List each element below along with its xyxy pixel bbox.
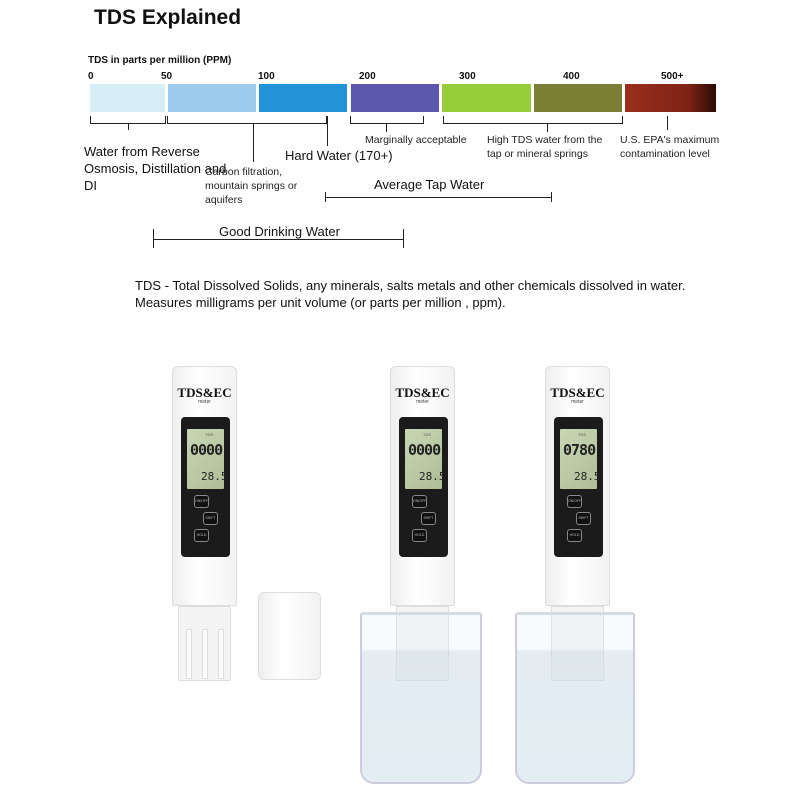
meter-brand: TDS&EC [550, 385, 605, 400]
bracket-carbon [167, 116, 327, 124]
power-button[interactable]: ON/OFF [567, 495, 582, 508]
tick-100: 100 [258, 71, 275, 82]
tick-300: 300 [459, 71, 476, 82]
hold-button[interactable]: HOLD [567, 529, 582, 542]
tick-50: 50 [161, 71, 173, 82]
bracket-marginal [350, 116, 424, 124]
bracket-average-tap [325, 192, 552, 202]
bracket-high-tds [443, 116, 623, 124]
water-glass-1 [360, 612, 482, 784]
temperature: 28.5 [574, 470, 601, 483]
tds-description: TDS - Total Dissolved Solids, any minera… [135, 277, 685, 311]
annotation-hard-water: Hard Water (170+) [285, 148, 393, 163]
annotation-ro: Water from Reverse Osmosis, Distillation… [84, 144, 227, 193]
page-title: TDS Explained [94, 6, 242, 29]
annotation-high-tds: High TDS water from the tap or mineral s… [487, 134, 603, 160]
water-glass-2 [515, 612, 635, 784]
meter-brand: TDS&EC [177, 385, 232, 400]
annotation-good-drinking: Good Drinking Water [219, 224, 340, 239]
hard-water-marker [327, 116, 329, 146]
epa-marker [667, 116, 669, 130]
shift-button[interactable]: SHIFT [576, 512, 591, 525]
reading: 0780 [563, 441, 596, 459]
lcd-display: TDS 0780 28.5 [560, 429, 601, 489]
description-line-1: TDS - Total Dissolved Solids, any minera… [135, 278, 686, 293]
shift-button[interactable]: SHIFT [421, 512, 436, 525]
hold-button[interactable]: HOLD [412, 529, 427, 542]
tds-meter-1: TDS&EC meter TDS 0000 28.5 ON/OFF SHIFT … [172, 366, 237, 606]
temperature: 28.5 [419, 470, 446, 483]
temperature: 28.5 [201, 470, 228, 483]
lcd-display: TDS 0000 28.5 [405, 429, 446, 489]
reading: 0000 [408, 441, 441, 459]
segment-100-200 [259, 84, 347, 112]
lcd-display: TDS 0000 28.5 [187, 429, 228, 489]
segment-500-plus [625, 84, 716, 112]
annotation-carbon: Carbon filtration, mountain springs or a… [205, 166, 298, 206]
hold-button[interactable]: HOLD [194, 529, 209, 542]
meter-1-probe [178, 606, 231, 681]
tick-0: 0 [88, 71, 94, 82]
shift-button[interactable]: SHIFT [203, 512, 218, 525]
segment-0-50 [90, 84, 165, 112]
description-line-2: Measures milligrams per unit volume (or … [135, 295, 506, 310]
tds-meter-3: TDS&EC meter TDS 0780 28.5 ON/OFF SHIFT … [545, 366, 610, 606]
tick-200: 200 [359, 71, 376, 82]
annotation-average-tap: Average Tap Water [374, 177, 485, 192]
tick-400: 400 [563, 71, 580, 82]
meter-subtitle: meter [416, 399, 429, 405]
segment-400-500 [534, 84, 622, 112]
annotation-epa: U.S. EPA's maximum contamination level [620, 134, 720, 160]
segment-200-300 [351, 84, 439, 112]
power-button[interactable]: ON/OFF [412, 495, 427, 508]
segment-50-100 [168, 84, 256, 112]
segment-300-400 [442, 84, 531, 112]
power-button[interactable]: ON/OFF [194, 495, 209, 508]
annotation-marginal: Marginally acceptable [365, 134, 467, 146]
tds-meter-2: TDS&EC meter TDS 0000 28.5 ON/OFF SHIFT … [390, 366, 455, 606]
meter-subtitle: meter [571, 399, 584, 405]
reading: 0000 [190, 441, 223, 459]
protective-cap [258, 592, 321, 680]
bracket-good-drinking [153, 229, 404, 248]
meter-brand: TDS&EC [395, 385, 450, 400]
meter-subtitle: meter [198, 399, 211, 405]
tick-500: 500+ [661, 71, 684, 82]
bracket-ro [90, 116, 166, 124]
scale-label: TDS in parts per million (PPM) [88, 55, 232, 66]
